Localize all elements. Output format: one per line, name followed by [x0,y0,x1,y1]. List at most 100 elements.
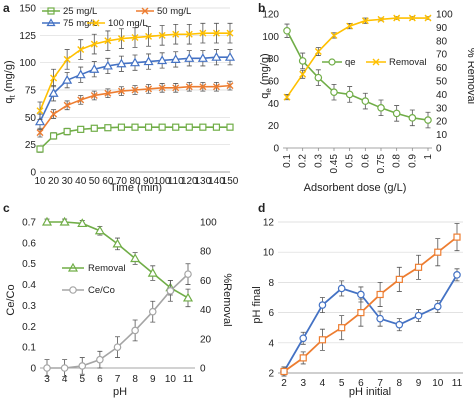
y-left-tick-label: 60 [268,77,280,88]
data-point [212,29,220,37]
data-point [184,270,192,278]
data-point [143,56,154,66]
data-point [104,37,112,45]
panel-c-legend: Removal Ce/Co [62,262,126,296]
x-tick-label: 2 [281,378,287,389]
panel-c-data [41,216,194,377]
y-right-tick-label: 70 [436,50,448,61]
panel-b-ylabel-right: % Removal [465,48,474,104]
x-tick-label: 100 [154,176,171,187]
data-point [185,123,193,131]
data-point [157,55,168,65]
y-tick-label: 12 [263,218,275,229]
data-point [49,132,58,140]
panel-b-label: b [258,1,265,15]
data-point [63,101,71,109]
x-tick-label: 150 [222,176,239,187]
x-tick-label: 9 [150,374,156,385]
legend-marker-removal-b [372,58,380,66]
data-point [318,301,327,309]
panel-a-ylabel-rest: (mg/g) [3,60,15,95]
panel-b-ylabel-main: q [259,93,271,99]
data-point [453,271,461,279]
data-point [116,58,127,68]
data-point [212,83,220,91]
data-point [414,311,423,320]
legend-label-25: 25 mg/L [63,6,97,17]
x-tick-label: 0.75 [376,154,387,174]
data-point [34,116,46,126]
y-left-tick-label: 100 [262,32,279,43]
data-point [424,14,432,22]
y-right-tick-label: 40 [200,305,212,316]
data-point [63,55,71,63]
panel-a-data [34,22,236,153]
data-point [299,354,307,362]
data-point [424,116,432,124]
y-tick-label: 2 [268,369,274,380]
y-left-tick-label: 120 [262,10,279,21]
data-point [408,114,417,122]
y-right-tick-label: 60 [200,276,212,287]
data-point [170,54,181,63]
data-point [298,57,307,65]
legend-label-qe: qe [345,57,356,68]
data-point [357,309,365,317]
x-tick-label: 110 [168,176,184,187]
y-right-tick-label: 20 [200,334,212,345]
data-point [59,216,70,226]
y-tick-label: 150 [19,4,36,15]
y-tick-label: 25 [25,140,37,151]
x-tick-label: 11 [452,378,463,389]
y-tick-label: 0 [30,168,36,179]
legend-marker-qe [328,58,336,66]
data-point [104,124,112,132]
y-right-tick-label: 0 [200,364,206,375]
data-point [211,51,222,61]
data-point [280,367,288,376]
data-point [113,343,122,351]
data-point [90,40,98,48]
y-left-tick-label: 80 [268,54,280,65]
x-tick-label: 0.1 [282,154,293,168]
data-point [102,60,113,70]
y-right-tick-label: 60 [436,63,448,74]
data-point [377,104,385,112]
panel-c-ylabel-left: Ce/Co [5,284,17,315]
x-tick-label: 3 [44,374,50,385]
data-point [63,127,71,136]
data-point [283,93,291,101]
data-point [408,14,416,22]
series-line [283,236,458,373]
x-tick-label: 0.9 [407,154,418,168]
data-point [453,233,461,241]
legend-marker-25 [47,7,55,15]
x-tick-label: 0.2 [298,154,309,168]
data-point [376,314,384,323]
y-right-tick-label: 40 [436,90,448,101]
y-right-tick-label: 0 [436,144,442,155]
data-point [434,248,442,256]
data-point [117,35,125,43]
y-left-tick-label: 0.3 [22,301,36,312]
data-point [117,87,125,95]
data-point [50,110,58,118]
panel-d-data [280,223,461,377]
x-tick-label: 0.3 [313,154,324,168]
data-point [104,89,112,97]
legend-label-removal-b: Removal [389,57,427,68]
x-tick-label: 80 [129,176,141,187]
data-point [48,88,59,97]
data-point [185,83,193,91]
data-point [314,73,323,82]
legend-marker-100 [92,19,100,27]
data-point [77,218,88,228]
series-line [47,221,189,299]
data-point [41,216,53,226]
data-point [129,57,141,67]
data-point [50,74,58,82]
data-point [90,124,98,132]
data-point [212,123,221,131]
